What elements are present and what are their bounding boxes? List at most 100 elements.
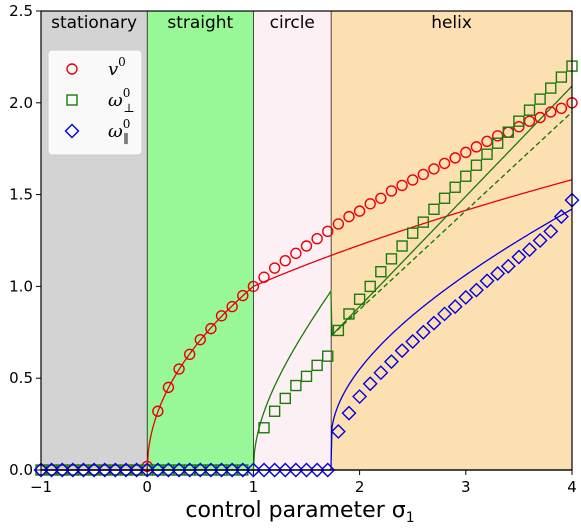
point-wperp-48 (555, 71, 568, 83)
y-tick-label-3: 1.5 (9, 186, 33, 204)
point-wpar-8 (118, 462, 134, 478)
point-wpar-49 (553, 209, 569, 225)
point-v-21 (258, 271, 270, 283)
point-wpar-27 (320, 462, 336, 478)
point-v-32 (375, 192, 387, 204)
point-wpar-29 (341, 405, 357, 421)
point-v-48 (545, 106, 557, 118)
point-wperp-26 (322, 350, 334, 362)
point-wpar-45 (511, 249, 527, 265)
point-wpar-21 (256, 462, 272, 478)
point-wperp-34 (407, 227, 419, 239)
point-wperp-30 (364, 280, 376, 293)
point-wpar-4 (75, 462, 91, 478)
point-wpar-20 (245, 462, 261, 478)
point-wpar-25 (299, 462, 314, 478)
point-wpar-18 (224, 462, 240, 478)
point-wperp-40 (470, 159, 483, 171)
point-wpar-7 (107, 462, 123, 478)
point-wperp-33 (396, 240, 408, 252)
point-wpar-46 (522, 242, 538, 258)
point-wpar-5 (86, 462, 102, 478)
point-wpar-16 (203, 462, 219, 478)
point-wpar-13 (171, 462, 187, 478)
point-v-11 (152, 405, 164, 417)
point-wperp-46 (534, 93, 546, 105)
point-v-37 (428, 163, 440, 175)
point-wpar-22 (267, 462, 283, 478)
plot-frame (40, 10, 573, 471)
point-v-30 (353, 205, 366, 217)
y-tick-label-5: 2.5 (9, 2, 33, 20)
legend: v0 ω0 ⊥ω0 ∥ (47, 49, 143, 156)
region-label-0: stationary (51, 13, 137, 33)
point-wpar-3 (65, 462, 81, 478)
point-wperp-45 (523, 104, 536, 116)
point-wperp-36 (428, 203, 440, 215)
point-wpar-34 (394, 343, 410, 359)
point-v-39 (449, 152, 461, 164)
point-wperp-43 (502, 126, 514, 138)
x-tick-label-1: 0 (142, 478, 152, 496)
point-v-14 (183, 348, 196, 361)
point-v-17 (215, 310, 228, 322)
point-wperp-25 (311, 359, 323, 372)
point-wperp-22 (279, 392, 291, 405)
point-v-33 (385, 185, 398, 197)
point-wpar-17 (214, 462, 230, 478)
point-wperp-24 (300, 370, 313, 383)
point-wpar-37 (426, 315, 442, 331)
x-tick-label-5: 4 (567, 478, 577, 496)
point-v-16 (205, 322, 217, 335)
point-wpar-28 (330, 423, 346, 439)
point-v-26 (311, 232, 323, 245)
point-wpar-38 (437, 306, 453, 322)
point-wperp-39 (460, 170, 472, 182)
point-wpar-40 (458, 289, 474, 305)
point-v-41 (470, 141, 483, 153)
point-wperp-23 (290, 379, 302, 392)
legend-label-wperp: ω0 ⊥ (108, 86, 135, 115)
point-wpar-1 (44, 462, 60, 478)
point-wperp-37 (438, 192, 451, 204)
legend-marker-v (66, 63, 78, 75)
point-wpar-39 (447, 299, 463, 315)
point-v-27 (322, 225, 334, 238)
x-tick-label-0: −1 (30, 478, 52, 496)
region-label-3: helix (431, 13, 472, 33)
point-v-47 (534, 111, 546, 124)
point-wpar-10 (139, 462, 155, 478)
point-wpar-31 (362, 376, 378, 392)
point-wpar-19 (235, 462, 251, 478)
legend-box (47, 49, 143, 156)
point-wperp-31 (375, 266, 387, 278)
point-v-13 (173, 363, 185, 375)
point-wpar-11 (150, 462, 166, 478)
point-wperp-32 (385, 253, 398, 265)
point-wpar-35 (405, 333, 421, 349)
point-wpar-26 (309, 462, 325, 478)
point-v-19 (237, 289, 249, 302)
point-wpar-14 (182, 462, 198, 478)
point-v-28 (332, 218, 345, 230)
x-tick-label-3: 2 (355, 478, 365, 496)
point-wperp-35 (417, 216, 430, 228)
point-wpar-47 (532, 233, 548, 248)
legend-label-wpar: ω0 ∥ (108, 117, 130, 146)
region-label-1: straight (167, 13, 233, 33)
point-wperp-21 (268, 405, 281, 417)
y-tick-label-1: 0.5 (9, 369, 33, 387)
point-wperp-29 (353, 293, 366, 305)
x-axis-label: control parameter σ1 (185, 498, 414, 526)
point-wperp-44 (513, 115, 525, 127)
point-v-34 (396, 179, 408, 192)
point-wpar-33 (383, 354, 399, 370)
reference-line (330, 111, 573, 337)
point-v-38 (438, 157, 451, 170)
markers-layer (33, 60, 580, 478)
point-wpar-42 (479, 273, 495, 289)
point-wpar-2 (54, 462, 70, 478)
point-wpar-30 (352, 389, 368, 405)
point-v-24 (290, 247, 302, 260)
